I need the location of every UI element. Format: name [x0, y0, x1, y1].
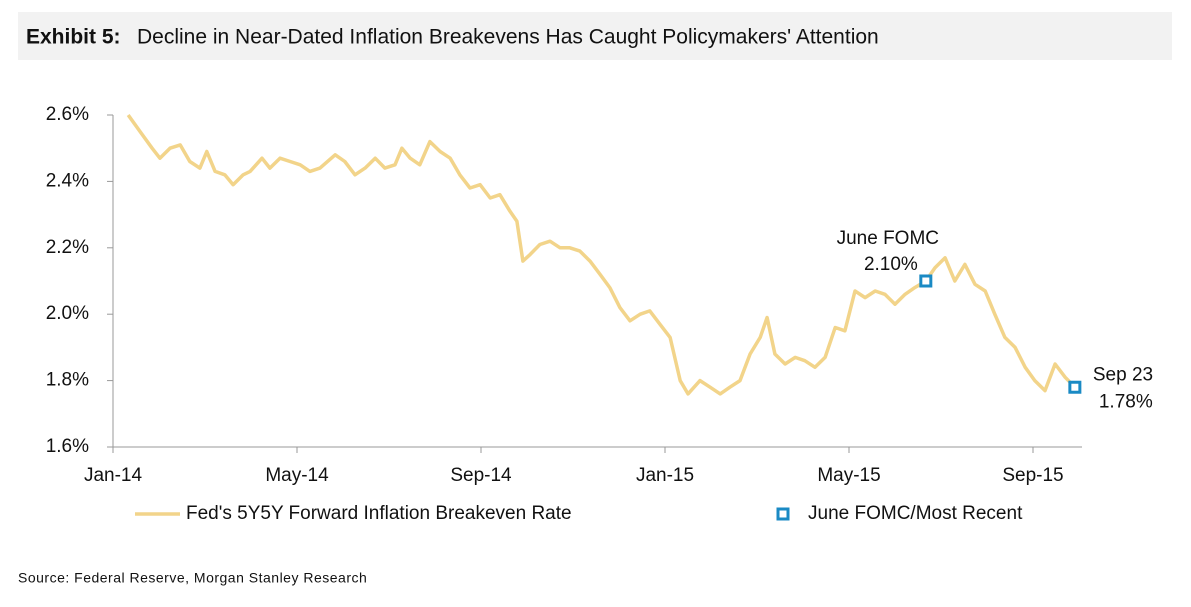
point-name: Sep 23	[1093, 364, 1153, 385]
title-band	[18, 12, 1172, 60]
title-label: Exhibit 5:	[26, 26, 121, 49]
marker	[1068, 380, 1082, 394]
x-tick-label: Sep-14	[450, 465, 512, 486]
legend-label: Fed's 5Y5Y Forward Inflation Breakeven R…	[186, 503, 572, 524]
line	[126, 113, 1077, 396]
point-name: June FOMC	[837, 228, 939, 249]
value-label: 1.78%	[1099, 391, 1153, 412]
x-tick-label: May-15	[817, 465, 880, 486]
marker	[919, 274, 933, 288]
x-tick-label: Jan-14	[84, 465, 143, 486]
y-tick-label: 2.6%	[46, 104, 89, 125]
y-tick-label: 2.4%	[46, 170, 89, 191]
value-label: 2.10%	[864, 254, 918, 275]
x-tick-label: Sep-15	[1002, 465, 1063, 486]
y-tick-label: 1.6%	[46, 436, 89, 457]
chart-title: Decline in Near-Dated Inflation Breakeve…	[137, 26, 879, 49]
y-tick-label: 2.2%	[46, 237, 89, 258]
y-tick-label: 2.0%	[46, 303, 89, 324]
x-tick-label: May-14	[265, 465, 329, 486]
source: Source: Federal Reserve, Morgan Stanley …	[18, 570, 367, 586]
x-tick-label: Jan-15	[636, 465, 694, 486]
legend-marker	[776, 507, 790, 521]
y-tick-label: 1.8%	[46, 370, 89, 391]
legend-label: June FOMC/Most Recent	[808, 503, 1023, 524]
